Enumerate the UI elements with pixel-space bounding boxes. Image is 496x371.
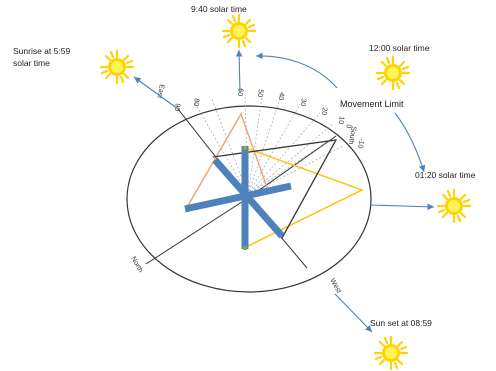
arrows [133, 49, 435, 333]
label-0120: 01:20 solar time [415, 170, 476, 180]
sun-1200-icon [375, 55, 411, 91]
sun-sunrise-icon [99, 49, 135, 85]
label-sunset: Sun set at 08:59 [370, 318, 432, 328]
compass-east: East [156, 84, 165, 99]
panel-bars [184, 146, 292, 249]
tick-20: 20 [320, 107, 328, 116]
dark-triangle [212, 139, 338, 239]
tick-minus10: -10 [356, 138, 365, 149]
yellow-triangle [245, 147, 364, 248]
label-movement-limit: Movement Limit [340, 99, 404, 109]
arrow-to-0120 [369, 203, 435, 211]
tick-10: 10 [337, 116, 345, 125]
tick-50: 50 [256, 89, 264, 98]
panel-tip-top [243, 146, 247, 150]
tick-30: 30 [299, 98, 307, 107]
compass-circle [126, 105, 372, 293]
label-1200: 12:00 solar time [369, 43, 430, 53]
label-sunrise-line1: Sunrise at 5:59 [13, 46, 70, 56]
arrow-to-sunrise [133, 76, 179, 110]
compass-north: North [129, 256, 144, 274]
sun-sunset-icon [373, 335, 409, 371]
compass-south: South [347, 126, 357, 145]
compass-west: West [328, 278, 342, 295]
orange-triangle [185, 112, 269, 210]
movement-limit-arc-down [394, 112, 426, 173]
tick-40: 40 [277, 92, 285, 101]
label-0940: 9:40 solar time [191, 4, 247, 14]
tick-80: 80 [192, 98, 200, 107]
arrow-to-sunset [334, 293, 373, 333]
tick-0: 0 [344, 124, 352, 129]
movement-limit-arc [255, 52, 338, 89]
panel-tip-bottom [243, 246, 247, 250]
label-sunrise-line2: solar time [13, 58, 50, 68]
arrow-to-0940 [235, 49, 243, 94]
tick-90: 90 [173, 103, 181, 112]
sun-0940-icon [221, 13, 257, 49]
sun-0120-icon [436, 188, 472, 224]
